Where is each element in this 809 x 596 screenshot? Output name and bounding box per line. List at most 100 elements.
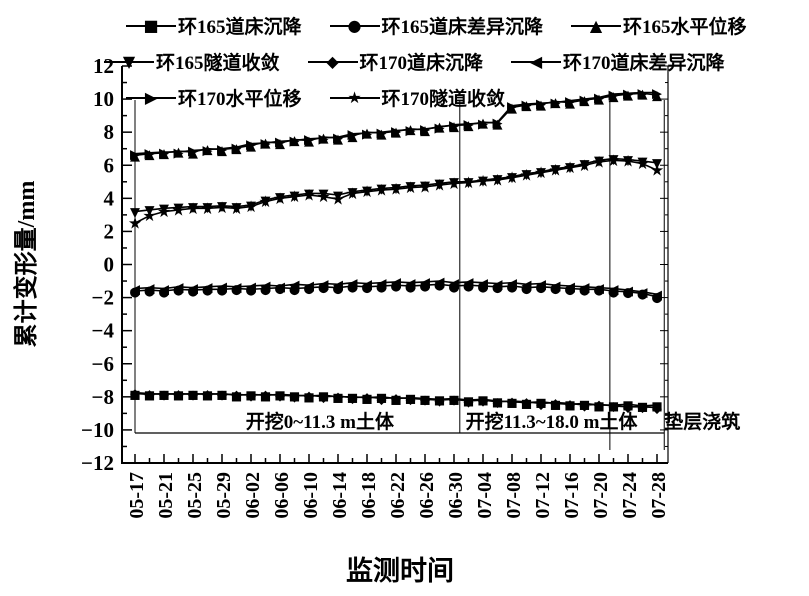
marker: ● [535,281,546,296]
marker: ▶ [203,143,213,158]
marker: ■ [376,391,387,405]
legend-line [571,24,622,27]
triangle-down-marker-icon: ▼ [122,51,136,71]
marker: ● [187,284,198,299]
legend-row-2: ▼ 环165隧道收敛 ◆ 环170道床沉降 ◀ 环170道床差异沉降 [104,48,753,75]
y-tick-label: −6 [92,352,114,376]
marker: ▲ [580,94,590,109]
marker: ◆ [246,389,256,404]
marker: ● [158,285,169,300]
marker: ▲ [652,89,662,104]
y-axis-title: 累计变形量/mm [12,181,40,348]
marker: ▶ [580,93,590,108]
marker: ★ [563,158,577,177]
marker: ★ [519,166,533,185]
series-line-环170水平位移 [134,91,657,155]
series-line-环170隧道收敛 [134,159,658,224]
marker: ▼ [130,205,140,220]
marker: ◀ [493,277,503,292]
marker: ▶ [565,95,575,110]
marker: ◀ [507,277,517,292]
marker: ◆ [580,399,590,414]
y-tick-label: 8 [104,120,115,144]
legend-item-huan170-chayi-chenjiang: ◀ 环170道床差异沉降 [511,48,725,75]
marker: ▲ [246,139,256,154]
marker: ● [521,282,532,297]
legend-label: 环170水平位移 [178,89,302,110]
marker: ● [361,281,372,296]
x-tick-label: 06-10 [300,472,322,519]
marker: ◆ [159,388,169,403]
legend-swatch: ● [329,15,380,37]
marker: ▶ [391,124,401,139]
marker: ★ [505,168,519,187]
marker: ◀ [217,280,227,295]
marker: ★ [635,154,649,173]
marker: ▲ [594,92,604,107]
legend-label: 环165道床差异沉降 [381,17,544,38]
star-marker-icon: ★ [347,87,362,107]
marker: ★ [229,199,243,218]
x-tick-label: 06-06 [271,472,293,519]
marker: ★ [186,199,200,218]
x-tick-label: 06-18 [358,472,380,519]
marker: ◀ [551,279,561,294]
marker: ◀ [609,282,619,297]
marker: ▶ [464,118,474,133]
marker: ▶ [609,88,619,103]
y-tick-label: −4 [92,319,115,343]
x-tick-label: 06-02 [242,472,264,519]
marker: ● [405,280,416,295]
legend-item-huan165-shuiping-weiyi: ▲ 环165水平位移 [571,12,747,39]
marker: ▲ [232,142,242,157]
marker: ▶ [449,119,459,134]
marker: ◀ [435,275,445,290]
legend-line [307,60,358,63]
x-tick-label: 06-30 [445,472,467,519]
marker: ■ [564,398,575,412]
x-tick-label: 06-14 [329,472,351,519]
marker: ★ [592,152,606,171]
marker: ◀ [420,276,430,291]
marker: ◀ [522,278,532,293]
marker: ★ [389,180,403,199]
legend-line [104,60,154,63]
marker: ▶ [652,86,662,101]
marker: ▼ [319,187,329,202]
marker: ■ [231,389,242,403]
marker: ◀ [174,281,184,296]
marker: ◀ [652,288,662,303]
marker: ▲ [493,117,503,132]
marker: ▶ [333,131,343,146]
legend-item-huan165-suidao-shoulian: ▼ 环165隧道收敛 [104,48,280,75]
marker: ▶ [145,147,155,162]
legend-row-3: ▶ 环170水平位移 ★ 环170隧道收敛 [126,84,533,111]
marker: ◀ [261,279,271,294]
marker: ▲ [565,96,575,111]
marker: ▶ [507,100,517,115]
marker: ◆ [304,389,314,404]
marker: ▲ [638,87,648,102]
marker: ★ [302,186,316,205]
marker: ◀ [565,280,575,295]
marker: ◆ [406,392,416,407]
marker: ● [593,283,604,298]
marker: ◀ [130,282,140,297]
x-tick-label: 07-12 [532,472,554,519]
marker: ● [129,285,140,300]
marker: ◆ [551,396,561,411]
legend-line [329,24,380,27]
marker: ◀ [623,284,633,299]
marker: ■ [129,387,140,401]
triangle-left-marker-icon: ◀ [529,51,543,71]
marker: ▶ [638,86,648,101]
marker: ◆ [290,390,300,405]
marker: ▲ [217,143,227,158]
legend-item-huan165-chayi-chenjiang: ● 环165道床差异沉降 [329,12,544,39]
marker: ■ [550,397,561,411]
marker: ◀ [377,277,387,292]
y-tick-label: 4 [104,186,115,210]
marker: ● [318,281,329,296]
legend-swatch: ▼ [104,51,154,73]
